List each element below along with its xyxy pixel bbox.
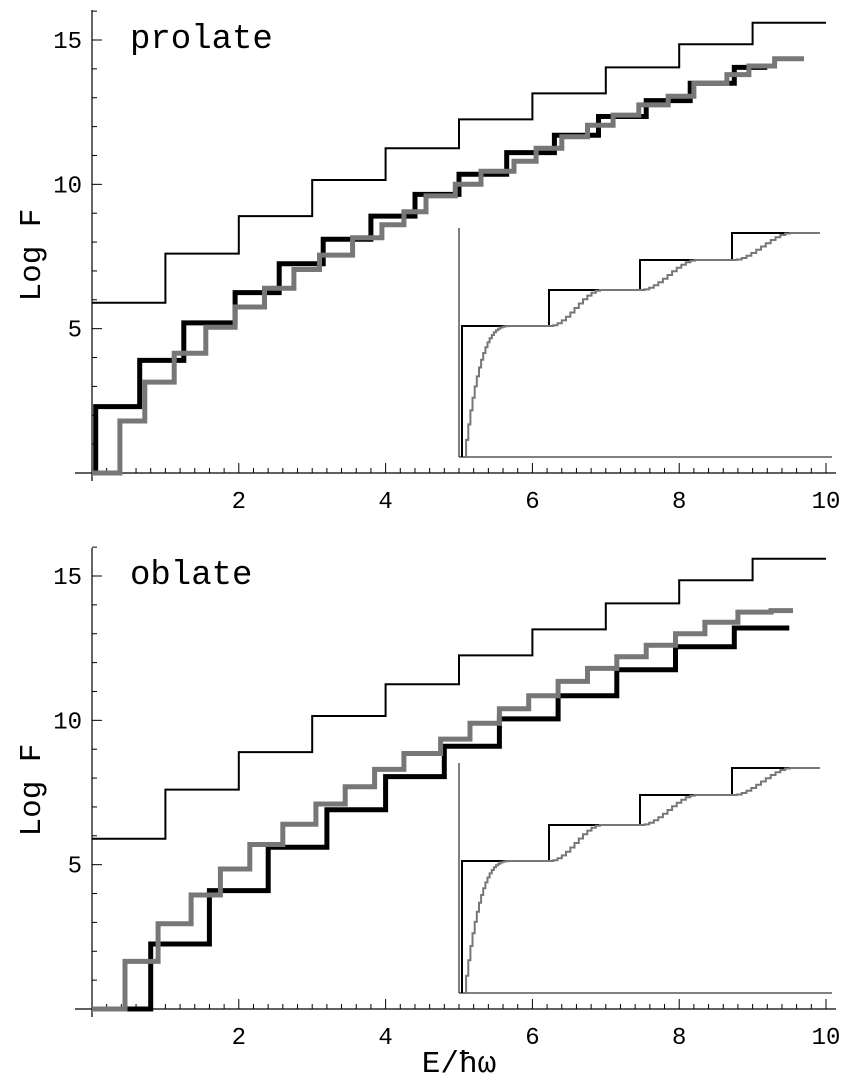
series-thick-gray	[92, 56, 804, 476]
y-tick-label: 5	[68, 318, 82, 345]
x-tick-label: 10	[812, 489, 841, 516]
x-tick-label: 4	[378, 489, 392, 516]
y-tick-label: 15	[53, 565, 82, 592]
panel-label-oblate: oblate	[130, 557, 252, 595]
series-thin-black	[92, 557, 826, 840]
x-tick-label: 6	[525, 1025, 539, 1052]
x-tick-label: 8	[672, 1025, 686, 1052]
y-axis-title: Log F	[15, 743, 50, 836]
x-tick-label: 2	[232, 489, 246, 516]
chart-panel-prolate: 2 4 6 8 10 5 10 15 Log F prolate	[15, 10, 840, 516]
chart-panel-oblate: 2 4 6 8 10 5 10 15 Log F oblate E/ħω	[15, 546, 841, 1082]
x-tick-label: 10	[812, 1025, 841, 1052]
x-tick-label: 6	[525, 489, 539, 516]
inset-plot	[458, 763, 832, 994]
x-axis-title: E/ħω	[422, 1047, 496, 1082]
y-tick-label: 10	[53, 709, 82, 736]
series-thick-black	[92, 625, 790, 1012]
x-tick-label: 4	[378, 1025, 392, 1052]
inset-plot	[458, 228, 832, 458]
inset-series-fine	[464, 232, 820, 458]
y-tick-label: 10	[53, 173, 82, 200]
x-tick-label: 8	[672, 489, 686, 516]
y-axis-title: Log F	[15, 208, 50, 301]
x-tick-label: 2	[232, 1025, 246, 1052]
y-tick-label: 5	[68, 854, 82, 881]
inset-series-step	[461, 767, 820, 993]
y-tick-label: 15	[53, 29, 82, 56]
series-thick-black	[92, 64, 768, 476]
series-thin-black	[92, 21, 826, 304]
inset-series-fine	[464, 767, 820, 994]
panel-label-prolate: prolate	[130, 21, 273, 59]
inset-series-step	[461, 232, 820, 457]
series-thick-gray	[92, 608, 793, 1012]
